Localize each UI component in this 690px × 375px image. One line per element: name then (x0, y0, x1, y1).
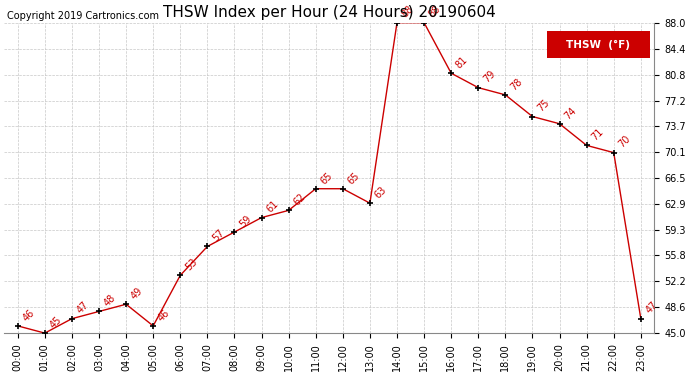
Text: THSW  (°F): THSW (°F) (566, 40, 631, 50)
Text: 61: 61 (264, 199, 280, 215)
Text: 49: 49 (129, 286, 145, 302)
Text: 57: 57 (210, 228, 226, 244)
Text: 75: 75 (535, 98, 551, 114)
Text: 46: 46 (156, 308, 172, 323)
Title: THSW Index per Hour (24 Hours) 20190604: THSW Index per Hour (24 Hours) 20190604 (163, 5, 495, 20)
Text: 46: 46 (21, 308, 36, 323)
Text: Copyright 2019 Cartronics.com: Copyright 2019 Cartronics.com (7, 11, 159, 21)
Text: 65: 65 (346, 170, 362, 186)
Text: 47: 47 (644, 300, 660, 316)
Text: 71: 71 (589, 127, 605, 142)
Text: 79: 79 (481, 69, 497, 85)
Text: 78: 78 (508, 76, 524, 92)
Text: 53: 53 (183, 257, 199, 273)
Text: 81: 81 (454, 55, 470, 70)
Text: 74: 74 (562, 105, 578, 121)
Text: 45: 45 (48, 315, 63, 330)
Text: 70: 70 (616, 134, 632, 150)
Text: 88: 88 (427, 4, 442, 20)
Text: 65: 65 (319, 170, 335, 186)
Text: 88: 88 (400, 4, 415, 20)
Text: 63: 63 (373, 184, 388, 200)
Text: 47: 47 (75, 300, 90, 316)
Text: 48: 48 (101, 293, 117, 309)
Text: 62: 62 (291, 192, 307, 208)
Text: 59: 59 (237, 213, 253, 229)
